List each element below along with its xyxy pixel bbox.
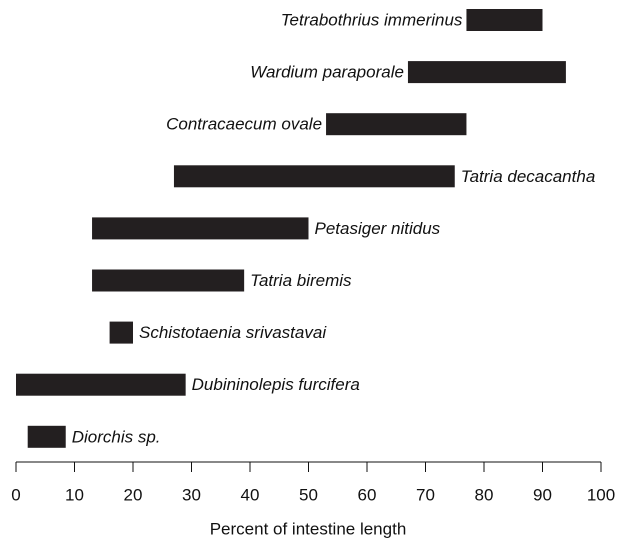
category-label: Schistotaenia srivastavai [139,323,327,342]
bar [407,61,566,84]
bar [27,425,66,448]
category-label: Tatria decacantha [461,167,596,186]
category-label: Wardium paraporale [250,63,404,82]
x-axis-label: Percent of intestine length [210,519,407,538]
category-label: Diorchis sp. [72,427,161,446]
bar [16,373,186,396]
bar [109,321,133,344]
bar [326,113,467,136]
x-tick-label: 20 [124,485,143,504]
x-tick-label: 100 [587,485,615,504]
x-tick-label: 40 [241,485,260,504]
x-tick-label: 50 [299,485,318,504]
x-tick-label: 90 [533,485,552,504]
category-label: Tatria biremis [250,271,352,290]
x-tick-label: 0 [11,485,20,504]
x-tick-label: 10 [65,485,84,504]
bar [92,217,309,240]
category-label: Contracaecum ovale [166,115,322,134]
category-label: Tetrabothrius immerinus [281,10,463,29]
x-tick-label: 30 [182,485,201,504]
category-label: Dubininolepis furcifera [192,375,360,394]
x-tick-label: 70 [416,485,435,504]
category-label: Petasiger nitidus [315,219,441,238]
bar [173,165,455,188]
x-tick-label: 80 [475,485,494,504]
bar [92,269,245,292]
x-tick-label: 60 [358,485,377,504]
bar [466,9,543,31]
